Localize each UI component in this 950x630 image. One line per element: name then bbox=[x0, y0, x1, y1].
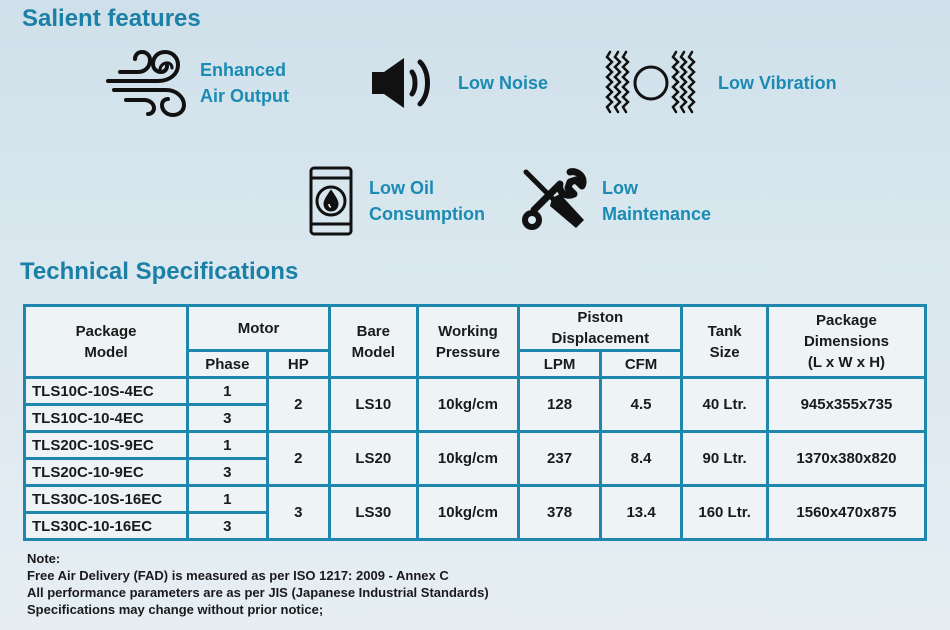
hp-cell: 2 bbox=[268, 379, 329, 430]
package-model-cell: TLS20C-10S-9EC bbox=[26, 433, 187, 457]
table-row: TLS30C-10-16EC 3 bbox=[26, 514, 924, 538]
tank-cell: 90 Ltr. bbox=[683, 433, 766, 484]
bare-model-cell: LS10 bbox=[331, 379, 416, 430]
phase-cell: 3 bbox=[189, 406, 266, 430]
feature-label: Enhanced Air Output bbox=[200, 60, 289, 106]
feature-low-noise: Low Noise bbox=[368, 50, 548, 116]
tank-cell: 40 Ltr. bbox=[683, 379, 766, 430]
table-row: TLS10C-10-4EC 3 bbox=[26, 406, 924, 430]
header-working-pressure: Working Pressure bbox=[418, 307, 518, 376]
header-motor: Motor bbox=[189, 307, 329, 349]
vibration-icon bbox=[605, 50, 696, 114]
table-row: TLS10C-10S-4EC 1 2 LS10 10kg/cm 128 4.5 … bbox=[26, 379, 924, 430]
header-hp: HP bbox=[268, 352, 329, 376]
hp-cell: 2 bbox=[268, 433, 329, 484]
header-package-dimensions: Package Dimensions (L x W x H) bbox=[768, 307, 924, 376]
hp-cell: 3 bbox=[268, 487, 329, 538]
feature-label: Low Vibration bbox=[718, 73, 837, 93]
tank-cell: 160 Ltr. bbox=[683, 487, 766, 538]
note-heading: Note: bbox=[27, 551, 61, 566]
speaker-icon bbox=[372, 58, 430, 108]
cfm-cell: 13.4 bbox=[601, 487, 681, 538]
feature-label: Low Noise bbox=[458, 73, 549, 93]
note-line: Specifications may change without prior … bbox=[27, 602, 324, 617]
dimensions-cell: 945x355x735 bbox=[768, 379, 924, 430]
phase-cell: 3 bbox=[189, 460, 266, 484]
dimensions-cell: 1370x380x820 bbox=[768, 433, 924, 484]
pressure-cell: 10kg/cm bbox=[418, 487, 518, 538]
feature-low-vibration: Low Vibration bbox=[604, 48, 837, 118]
header-lpm: LPM bbox=[520, 352, 599, 376]
package-model-cell: TLS10C-10S-4EC bbox=[26, 379, 187, 403]
feature-low-maintenance: Low Maintenance bbox=[520, 166, 711, 236]
lpm-cell: 378 bbox=[520, 487, 599, 538]
cfm-cell: 8.4 bbox=[601, 433, 681, 484]
feature-enhanced-air-output: Enhanced Air Output bbox=[104, 48, 289, 118]
phase-cell: 3 bbox=[189, 514, 266, 538]
header-bare-model: Bare Model bbox=[331, 307, 416, 376]
feature-low-oil-consumption: Low Oil Consumption bbox=[307, 166, 485, 236]
phase-cell: 1 bbox=[189, 487, 266, 511]
wrench-screwdriver-icon bbox=[522, 168, 587, 230]
spec-table: Package Model Motor Bare Model Working P… bbox=[23, 304, 927, 541]
dimensions-cell: 1560x470x875 bbox=[768, 487, 924, 538]
bare-model-cell: LS30 bbox=[331, 487, 416, 538]
table-subheader-row: Phase HP LPM CFM bbox=[26, 352, 924, 376]
table-row: TLS30C-10S-16EC 1 3 LS30 10kg/cm 378 13.… bbox=[26, 487, 924, 538]
feature-label: Low Oil Consumption bbox=[369, 178, 485, 224]
lpm-cell: 128 bbox=[520, 379, 599, 430]
bare-model-cell: LS20 bbox=[331, 433, 416, 484]
header-phase: Phase bbox=[189, 352, 266, 376]
feature-label: Low Maintenance bbox=[602, 178, 712, 224]
technical-specifications-heading: Technical Specifications bbox=[20, 258, 299, 285]
table-row: TLS20C-10-9EC 3 bbox=[26, 460, 924, 484]
table-header-row: Package Model Motor Bare Model Working P… bbox=[26, 307, 924, 376]
package-model-cell: TLS30C-10-16EC bbox=[26, 514, 187, 538]
cfm-cell: 4.5 bbox=[601, 379, 681, 430]
notes-section: Note: Free Air Delivery (FAD) is measure… bbox=[27, 550, 489, 618]
package-model-cell: TLS10C-10-4EC bbox=[26, 406, 187, 430]
package-model-cell: TLS20C-10-9EC bbox=[26, 460, 187, 484]
header-tank-size: Tank Size bbox=[683, 307, 766, 376]
pressure-cell: 10kg/cm bbox=[418, 433, 518, 484]
phase-cell: 1 bbox=[189, 433, 266, 457]
package-model-cell: TLS30C-10S-16EC bbox=[26, 487, 187, 511]
phase-cell: 1 bbox=[189, 379, 266, 403]
salient-features-heading: Salient features bbox=[22, 5, 201, 32]
note-line: Free Air Delivery (FAD) is measured as p… bbox=[27, 568, 449, 583]
lpm-cell: 237 bbox=[520, 433, 599, 484]
wind-icon bbox=[106, 49, 187, 118]
oil-barrel-icon bbox=[309, 166, 353, 236]
pressure-cell: 10kg/cm bbox=[418, 379, 518, 430]
note-line: All performance parameters are as per JI… bbox=[27, 585, 489, 600]
header-cfm: CFM bbox=[601, 352, 681, 376]
header-package-model: Package Model bbox=[26, 307, 187, 376]
table-row: TLS20C-10S-9EC 1 2 LS20 10kg/cm 237 8.4 … bbox=[26, 433, 924, 484]
header-piston-displacement: Piston Displacement bbox=[520, 307, 681, 349]
